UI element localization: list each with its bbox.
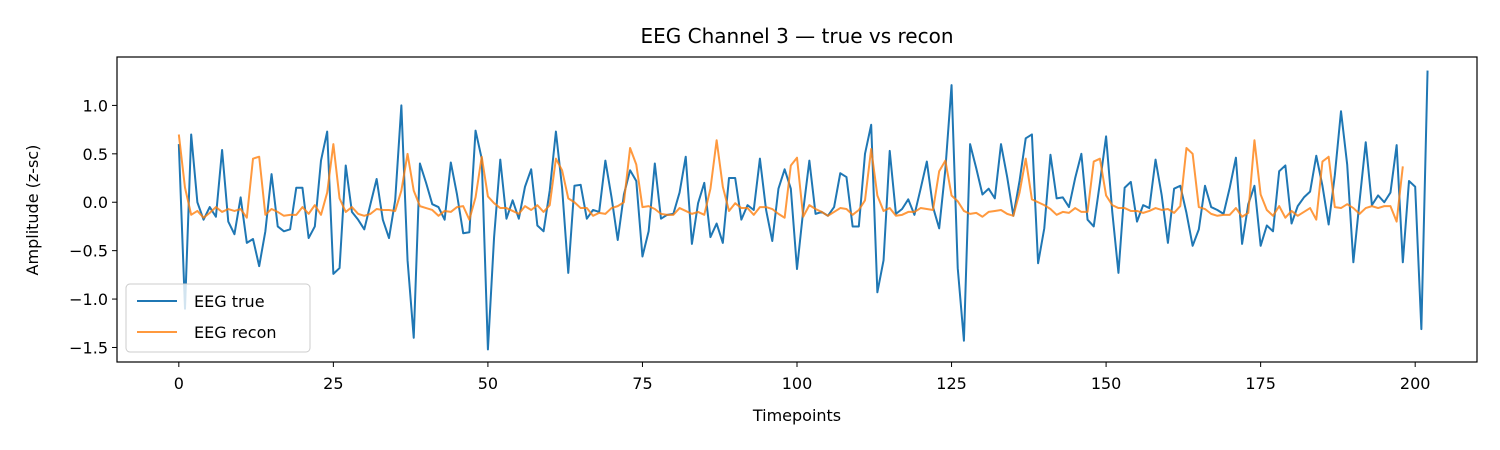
- x-tick-label: 200: [1400, 374, 1431, 393]
- x-axis-label: Timepoints: [752, 406, 841, 425]
- y-tick-label: −0.5: [69, 242, 108, 261]
- y-tick-label: 0.5: [83, 145, 108, 164]
- y-tick-label: −1.5: [69, 338, 108, 357]
- chart-title: EEG Channel 3 — true vs recon: [640, 24, 953, 48]
- y-tick-label: 1.0: [83, 96, 108, 115]
- series-layer: [177, 70, 1429, 351]
- legend-label: EEG true: [194, 292, 265, 311]
- y-axis: 1.0 0.5 0.0 −0.5 −1.0 −1.5: [69, 96, 117, 357]
- plot-frame: [116, 56, 1478, 363]
- plot-area: [116, 56, 1478, 363]
- y-axis-label: Amplitude (z-sc): [23, 145, 42, 276]
- x-tick-label: 150: [1091, 374, 1122, 393]
- x-tick-label: 25: [323, 374, 343, 393]
- x-tick-label: 175: [1245, 374, 1276, 393]
- legend-label: EEG recon: [194, 323, 277, 342]
- x-tick-label: 0: [174, 374, 184, 393]
- y-tick-label: −1.0: [69, 290, 108, 309]
- series-line-eeg-recon: [177, 134, 1404, 223]
- legend: EEG true EEG recon: [125, 283, 311, 353]
- x-axis: 0 25 50 75 100 125 150 175 200: [174, 362, 1431, 393]
- x-tick-label: 100: [782, 374, 813, 393]
- x-tick-label: 125: [936, 374, 967, 393]
- x-tick-label: 75: [632, 374, 652, 393]
- legend-entries: EEG true EEG recon: [137, 292, 277, 342]
- y-tick-label: 0.0: [83, 193, 108, 212]
- x-tick-label: 50: [478, 374, 498, 393]
